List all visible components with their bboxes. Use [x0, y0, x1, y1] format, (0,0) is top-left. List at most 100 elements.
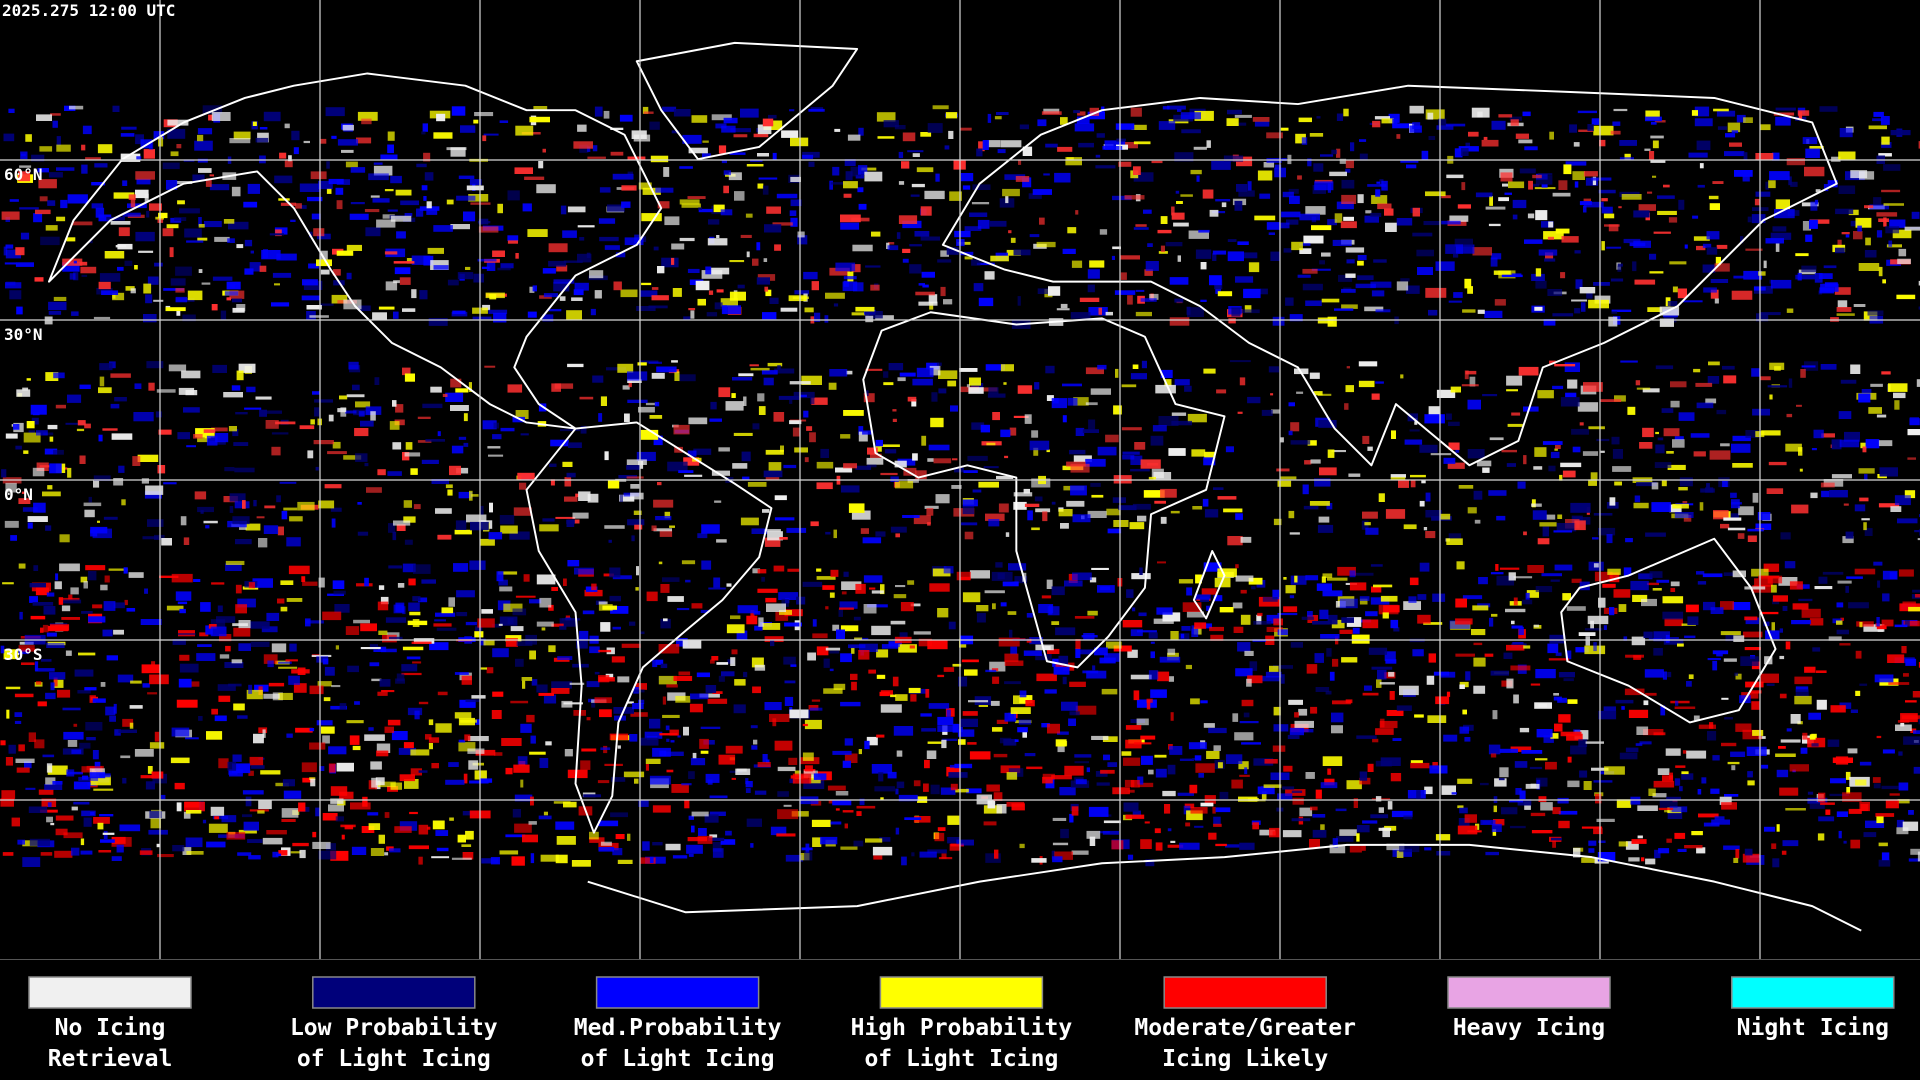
icing-patch — [1013, 501, 1027, 510]
icing-patch — [1489, 196, 1493, 206]
icing-patch — [449, 817, 454, 821]
icing-patch — [388, 523, 396, 533]
icing-patch — [851, 647, 855, 654]
icing-patch — [1448, 442, 1460, 450]
icing-patch — [1472, 605, 1489, 611]
icing-patch — [1624, 153, 1631, 161]
icing-patch — [1416, 249, 1434, 257]
icing-patch — [1663, 638, 1684, 645]
icing-patch — [1126, 589, 1134, 598]
icing-patch — [380, 596, 389, 605]
icing-patch — [1054, 172, 1071, 183]
icing-patch — [841, 581, 862, 590]
icing-patch — [929, 365, 941, 376]
icing-patch — [682, 134, 702, 144]
icing-patch — [1162, 106, 1170, 110]
icing-patch — [1376, 679, 1382, 688]
icing-patch — [473, 119, 479, 124]
icing-patch — [1052, 856, 1063, 863]
latitude-label: 30°S — [4, 645, 43, 664]
icing-patch — [32, 602, 54, 606]
icing-patch — [1423, 221, 1440, 226]
icing-patch — [387, 719, 401, 726]
icing-patch — [459, 699, 476, 708]
icing-patch — [462, 852, 474, 860]
icing-patch — [1171, 412, 1187, 416]
icing-patch — [1299, 729, 1314, 733]
icing-patch — [545, 741, 552, 746]
icing-patch — [854, 637, 863, 641]
icing-patch — [310, 778, 316, 787]
icing-patch — [1490, 670, 1509, 676]
icing-patch — [539, 524, 559, 532]
icing-patch — [148, 382, 155, 391]
icing-patch — [1240, 536, 1252, 543]
icing-patch — [952, 458, 958, 461]
icing-patch — [1261, 409, 1273, 416]
icing-patch — [1152, 425, 1167, 432]
icing-patch — [428, 743, 433, 750]
icing-patch — [780, 307, 798, 312]
icing-patch — [721, 159, 727, 164]
icing-patch — [1135, 224, 1147, 227]
icing-patch — [1178, 579, 1194, 584]
icing-patch — [555, 516, 576, 519]
icing-patch — [691, 825, 695, 833]
icing-patch — [1663, 428, 1680, 437]
icing-patch — [1604, 766, 1625, 775]
icing-patch — [1682, 300, 1703, 303]
icing-patch — [1033, 447, 1039, 456]
icing-patch — [249, 621, 270, 629]
icing-patch — [1904, 490, 1916, 499]
icing-patch — [1316, 116, 1321, 119]
icing-patch — [1724, 717, 1733, 720]
icing-patch — [492, 648, 509, 658]
icing-patch — [390, 215, 412, 222]
icing-patch — [35, 209, 51, 215]
icing-patch — [154, 534, 165, 540]
icing-patch — [1180, 194, 1193, 197]
icing-patch — [666, 769, 674, 773]
icing-patch — [688, 771, 695, 779]
icing-patch — [830, 569, 839, 577]
icing-patch — [598, 675, 610, 683]
icing-patch — [458, 742, 476, 752]
icing-patch — [992, 412, 1000, 421]
icing-patch — [550, 479, 555, 486]
icing-patch — [176, 144, 182, 149]
icing-patch — [992, 603, 996, 610]
icing-patch — [234, 467, 255, 473]
icing-patch — [42, 754, 55, 758]
icing-patch — [210, 619, 226, 628]
icing-patch — [520, 433, 529, 436]
icing-patch — [604, 245, 620, 250]
icing-patch — [1820, 283, 1839, 292]
icing-patch — [384, 251, 398, 255]
icing-patch — [378, 306, 395, 310]
icing-patch — [408, 602, 420, 612]
icing-patch — [293, 147, 299, 155]
icing-patch — [1609, 497, 1616, 506]
icing-patch — [883, 382, 894, 386]
icing-patch — [811, 281, 819, 291]
icing-patch — [1742, 853, 1760, 863]
icing-patch — [699, 738, 709, 749]
icing-patch — [454, 529, 472, 535]
icing-patch — [92, 750, 99, 760]
icing-patch — [1409, 429, 1420, 432]
icing-patch — [1335, 808, 1347, 812]
icing-patch — [765, 449, 784, 455]
icing-patch — [952, 663, 962, 667]
icing-patch — [1594, 571, 1613, 582]
icing-patch — [1781, 850, 1787, 855]
icing-patch — [1667, 671, 1672, 678]
icing-patch — [627, 833, 631, 841]
icing-patch — [910, 694, 917, 702]
icing-patch — [1592, 176, 1597, 186]
icing-patch — [1644, 148, 1651, 151]
icing-patch — [1059, 787, 1076, 796]
icing-patch — [219, 654, 230, 659]
icing-patch — [852, 244, 873, 252]
icing-patch — [1155, 842, 1163, 851]
icing-patch — [718, 387, 731, 398]
